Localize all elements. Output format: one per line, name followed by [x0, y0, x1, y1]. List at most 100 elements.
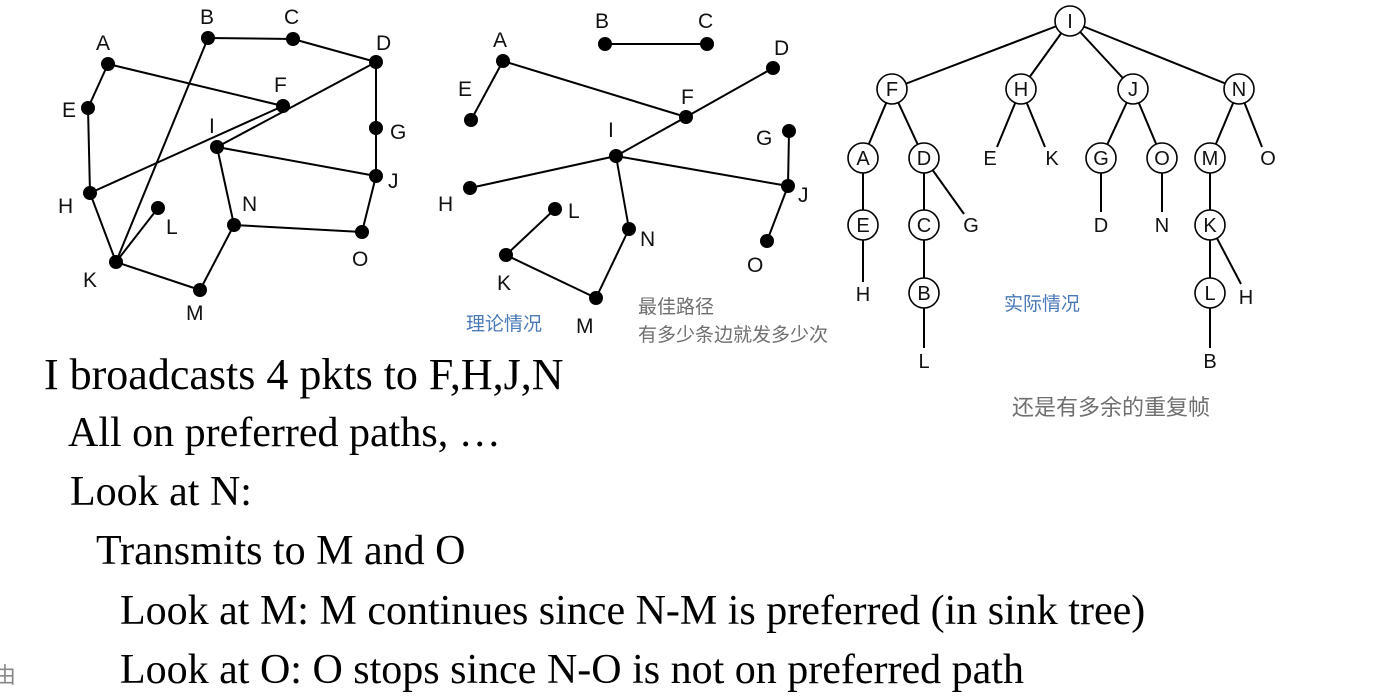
- label2-G: G: [756, 127, 772, 150]
- node-K: [109, 255, 123, 269]
- node-F: [276, 99, 290, 113]
- label-F: F: [274, 74, 287, 97]
- sink-tree-labels: A B C D E F G H I J K L M N O: [438, 10, 809, 338]
- tnode-J: J: [1128, 79, 1138, 101]
- tnode-N-circle: [1223, 73, 1255, 105]
- label-E: E: [62, 99, 76, 122]
- edge2-G-J: [787, 130, 790, 187]
- edge-A-E: [87, 63, 109, 109]
- tnode-E-leaf: E: [983, 148, 996, 170]
- node2-A: [496, 54, 510, 68]
- tnode-I-circle: [1054, 5, 1086, 37]
- original-labels: A B C D E F G H I J K L M N O: [58, 6, 406, 325]
- tnode-D: D: [917, 148, 931, 170]
- theory-caption: 理论情况: [466, 313, 542, 335]
- label2-E: E: [458, 78, 472, 101]
- node-B: [201, 31, 215, 45]
- edge-A-F: [107, 63, 284, 107]
- node2-K: [499, 248, 513, 262]
- tnode-J-circle: [1117, 73, 1149, 105]
- tnode-A-circle: [847, 142, 879, 174]
- edge-I-N: [216, 146, 235, 226]
- text-line-5: Look at M: M continues since N-M is pref…: [120, 588, 1146, 634]
- node-J: [369, 169, 383, 183]
- label-D: D: [376, 32, 391, 55]
- label2-J: J: [798, 184, 809, 207]
- tnode-H-leaf: H: [856, 284, 870, 306]
- original-network: A B C D E F G H I J K L M N O: [58, 6, 406, 325]
- optimal-path-note-line1: 最佳路径: [638, 296, 714, 318]
- tnode-F: F: [886, 79, 898, 101]
- label2-C: C: [698, 10, 713, 33]
- node2-G: [782, 124, 796, 138]
- tnode-K-leaf: K: [1045, 148, 1059, 170]
- label-M: M: [186, 302, 204, 325]
- tnode-O-leaf: O: [1260, 148, 1276, 170]
- tnode-N-leaf: N: [1155, 215, 1169, 237]
- node2-H: [463, 181, 477, 195]
- tnode-L: L: [1204, 283, 1215, 305]
- tnode-B-circle: [908, 277, 940, 309]
- label-I: I: [209, 115, 215, 138]
- tnode-G-circle: [1085, 142, 1117, 174]
- edge-M-N: [199, 224, 235, 291]
- edge-H-K: [89, 192, 117, 263]
- tnode-L-leaf: L: [918, 351, 929, 373]
- tnode-K-circle: [1194, 209, 1226, 241]
- optimal-path-note-line2: 有多少条边就发多少次: [638, 324, 828, 346]
- node2-M: [589, 291, 603, 305]
- edge2-D-F: [685, 67, 774, 118]
- label2-B: B: [595, 10, 609, 33]
- edge2-M-K: [505, 254, 597, 299]
- text-line-1: I broadcasts 4 pkts to F,H,J,N: [44, 350, 564, 399]
- edge2-A-F: [502, 60, 687, 118]
- tedge-I-F: [891, 20, 1071, 90]
- text-line-3: Look at N:: [70, 469, 252, 515]
- tnode-O: O: [1154, 148, 1170, 170]
- label-J: J: [388, 170, 399, 193]
- edge2-J-O: [766, 185, 789, 242]
- label2-D: D: [774, 37, 789, 60]
- tnode-L-circle: [1194, 277, 1226, 309]
- edge-L-K: [115, 207, 159, 263]
- tnode-I: I: [1067, 11, 1073, 33]
- tnode-B-leaf: B: [1203, 351, 1216, 373]
- text-line-2: All on preferred paths, …: [68, 410, 501, 456]
- tnode-H-circle: [1005, 73, 1037, 105]
- node-H: [83, 186, 97, 200]
- edge-C-D: [292, 38, 377, 63]
- label-H: H: [58, 195, 73, 218]
- label2-F: F: [681, 86, 694, 109]
- node2-I: [609, 149, 623, 163]
- label-L: L: [166, 216, 178, 239]
- node2-L: [548, 202, 562, 216]
- node2-D: [766, 61, 780, 75]
- label-K: K: [83, 269, 97, 292]
- label2-M: M: [576, 315, 594, 338]
- label2-O: O: [747, 254, 763, 277]
- label-N: N: [242, 193, 257, 216]
- node2-J: [781, 179, 795, 193]
- label2-L: L: [568, 200, 580, 223]
- node2-B: [598, 37, 612, 51]
- node-D: [369, 55, 383, 69]
- duplicate-frames-note: 还是有多余的重复帧: [1012, 396, 1210, 421]
- tedge-I-N: [1069, 20, 1240, 90]
- tnode-F-circle: [876, 73, 908, 105]
- label2-N: N: [640, 228, 655, 251]
- rpf-tree: I F H J N A D E K G O M O E: [847, 5, 1276, 421]
- node-L: [151, 201, 165, 215]
- side-character: 由: [0, 664, 17, 689]
- label-A: A: [96, 32, 110, 55]
- edge2-I-N: [615, 155, 630, 230]
- tnode-D-leaf: D: [1094, 215, 1108, 237]
- label-B: B: [200, 6, 214, 29]
- sink-tree-nodes: [463, 37, 796, 305]
- node-M: [193, 283, 207, 297]
- edge-B-C: [207, 37, 294, 40]
- tnode-N: N: [1232, 79, 1246, 101]
- edge-I-J: [216, 146, 377, 177]
- edge-N-O: [233, 224, 363, 233]
